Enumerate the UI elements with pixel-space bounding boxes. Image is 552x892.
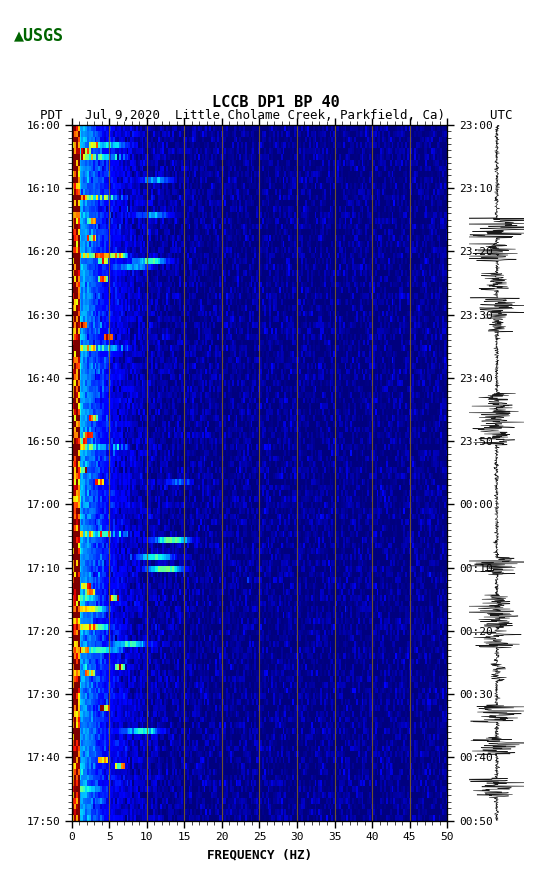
X-axis label: FREQUENCY (HZ): FREQUENCY (HZ) <box>207 848 312 861</box>
Text: ▲USGS: ▲USGS <box>14 27 63 45</box>
Text: LCCB DP1 BP 40: LCCB DP1 BP 40 <box>212 95 340 110</box>
Text: PDT   Jul 9,2020  Little Cholame Creek, Parkfield, Ca)      UTC: PDT Jul 9,2020 Little Cholame Creek, Par… <box>40 110 512 122</box>
